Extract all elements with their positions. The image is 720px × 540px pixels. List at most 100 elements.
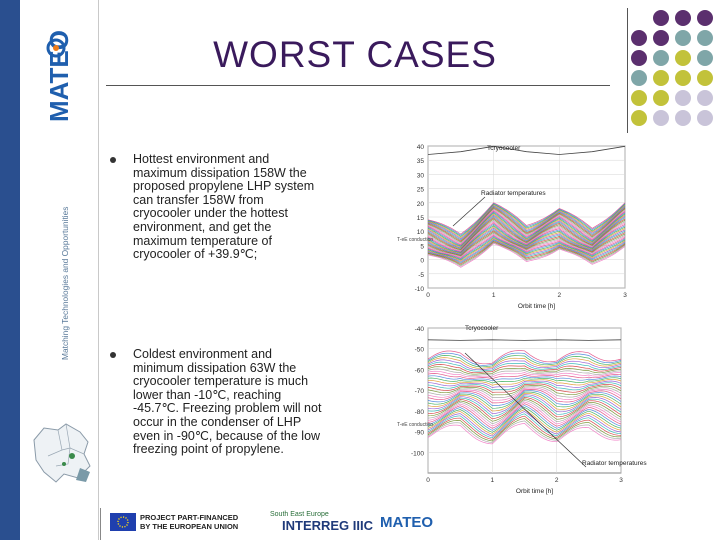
x-tick-label: 0 bbox=[426, 292, 430, 299]
y-tick-label: -60 bbox=[415, 367, 425, 374]
cryocooler-line bbox=[427, 145, 626, 155]
annotation-conduction: T-eE conduction bbox=[397, 422, 433, 428]
radiator-temperature-line bbox=[427, 227, 626, 255]
sidebar-blue-band bbox=[0, 0, 20, 540]
radiator-temperature-line bbox=[427, 384, 622, 396]
radiator-temperature-line bbox=[427, 352, 622, 366]
hottest-case-chart: -10 -5 0 5 10 15 20 25 30 35 40 0 1 2 3 Orbit time [h] T… bbox=[397, 144, 627, 310]
radiator-temperature-line bbox=[427, 405, 622, 431]
radiator-temperature-line bbox=[427, 377, 622, 384]
decorative-dot bbox=[675, 90, 691, 106]
decorative-dot bbox=[653, 90, 669, 106]
x-tick-label: 2 bbox=[555, 477, 559, 484]
footer-bar bbox=[100, 508, 451, 540]
radiator-temperature-line bbox=[427, 222, 626, 253]
radiator-temperature-line bbox=[427, 212, 626, 247]
decorative-dot bbox=[697, 30, 713, 46]
radiator-temperature-line bbox=[427, 242, 626, 268]
radiator-temperature-line bbox=[427, 230, 626, 256]
decorative-dot bbox=[675, 50, 691, 66]
y-tick-label: 40 bbox=[417, 144, 425, 151]
decorative-dot bbox=[675, 10, 691, 26]
annotation-radiator: Radiator temperatures bbox=[481, 190, 546, 197]
mateo-logo-dot bbox=[53, 45, 59, 51]
y-tick-label: 0 bbox=[420, 258, 424, 265]
decorative-dot bbox=[675, 110, 691, 126]
radiator-temperature-line bbox=[427, 357, 622, 369]
radiator-temperature-line bbox=[427, 235, 626, 260]
radiator-temperature-line bbox=[427, 203, 626, 237]
annotation-arrow bbox=[452, 196, 486, 227]
y-tick-label: -50 bbox=[415, 347, 425, 354]
coldest-case-chart: -40 -50 -60 -70 -80 -90 -100 0 1 2 3 Orbit time [h]… bbox=[397, 325, 647, 495]
radiator-temperature-line bbox=[427, 413, 622, 439]
eu-line-1: PROJECT PART-FINANCED bbox=[140, 513, 239, 522]
x-axis-label: Orbit time [h] bbox=[516, 488, 553, 495]
eu-financing-note: PROJECT PART-FINANCED BY THE EUROPEAN UN… bbox=[140, 513, 238, 531]
decorative-dot bbox=[697, 50, 713, 66]
radiator-temperature-line bbox=[427, 211, 626, 247]
eu-line-2: BY THE EUROPEAN UNION bbox=[140, 522, 239, 531]
radiator-temperature-line bbox=[427, 233, 626, 258]
x-tick-label: 1 bbox=[492, 292, 496, 299]
radiator-temperature-line bbox=[427, 213, 626, 248]
dots-divider bbox=[627, 8, 628, 133]
radiator-temperature-line bbox=[427, 208, 626, 244]
radiator-temperature-line bbox=[427, 355, 622, 368]
radiator-temperature-line bbox=[427, 403, 622, 429]
radiator-temperature-line bbox=[427, 217, 626, 250]
interreg-region: South East Europe bbox=[270, 511, 329, 518]
decorative-dot bbox=[631, 90, 647, 106]
radiator-temperature-line bbox=[427, 368, 622, 376]
radiator-temperature-line bbox=[427, 350, 622, 365]
radiator-temperature-line bbox=[427, 370, 622, 378]
decorative-dot-grid bbox=[631, 10, 713, 126]
annotation-cryocooler: Tcryocooler bbox=[465, 325, 499, 332]
y-tick-label: 25 bbox=[417, 187, 425, 194]
decorative-dot bbox=[631, 30, 647, 46]
decorative-dot bbox=[631, 110, 647, 126]
radiator-temperature-line bbox=[427, 239, 626, 264]
decorative-dot bbox=[653, 50, 669, 66]
radiator-temperature-line bbox=[427, 206, 626, 241]
y-tick-label: -10 bbox=[415, 286, 425, 293]
x-tick-label: 3 bbox=[623, 292, 627, 299]
radiator-temperature-line bbox=[427, 399, 622, 425]
radiator-temperature-line bbox=[427, 387, 622, 401]
decorative-dot bbox=[697, 90, 713, 106]
europe-map-icon bbox=[33, 423, 91, 483]
decorative-dot bbox=[675, 30, 691, 46]
decorative-dot bbox=[653, 70, 669, 86]
radiator-temperature-line bbox=[427, 378, 622, 386]
radiator-temperature-line bbox=[427, 375, 622, 382]
radiator-temperature-line bbox=[427, 234, 626, 259]
interreg-logo: INTERREG IIIC bbox=[282, 518, 374, 533]
decorative-dot bbox=[697, 70, 713, 86]
radiator-temperature-line bbox=[427, 390, 622, 406]
radiator-temperature-line bbox=[427, 206, 626, 242]
annotation-arrow bbox=[464, 352, 587, 468]
radiator-temperature-line bbox=[427, 380, 622, 388]
bullet-dot-2 bbox=[110, 352, 116, 358]
radiator-temperature-line bbox=[427, 391, 622, 409]
radiator-temperature-line bbox=[427, 423, 622, 445]
radiator-temperature-line bbox=[427, 395, 622, 417]
radiator-temperature-line bbox=[427, 418, 622, 442]
annotation-conduction: T-eE conduction bbox=[397, 237, 433, 243]
radiator-temperature-line bbox=[427, 204, 626, 239]
sidebar-divider bbox=[98, 0, 99, 540]
bullet-coldest-case: Coldest environment and minimum dissipat… bbox=[133, 347, 322, 457]
decorative-dot bbox=[653, 30, 669, 46]
decorative-dot bbox=[631, 70, 647, 86]
radiator-temperature-line bbox=[427, 218, 626, 251]
y-tick-label: -5 bbox=[418, 272, 424, 279]
y-tick-label: 15 bbox=[417, 215, 425, 222]
x-axis-label: Orbit time [h] bbox=[518, 303, 555, 310]
radiator-temperature-line bbox=[427, 242, 626, 267]
slide-title: WORST CASES bbox=[213, 34, 497, 75]
radiator-temperature-line bbox=[427, 231, 626, 257]
radiator-temperature-line bbox=[427, 383, 622, 393]
decorative-dot bbox=[653, 110, 669, 126]
decorative-dot bbox=[653, 10, 669, 26]
x-tick-label: 1 bbox=[491, 477, 495, 484]
